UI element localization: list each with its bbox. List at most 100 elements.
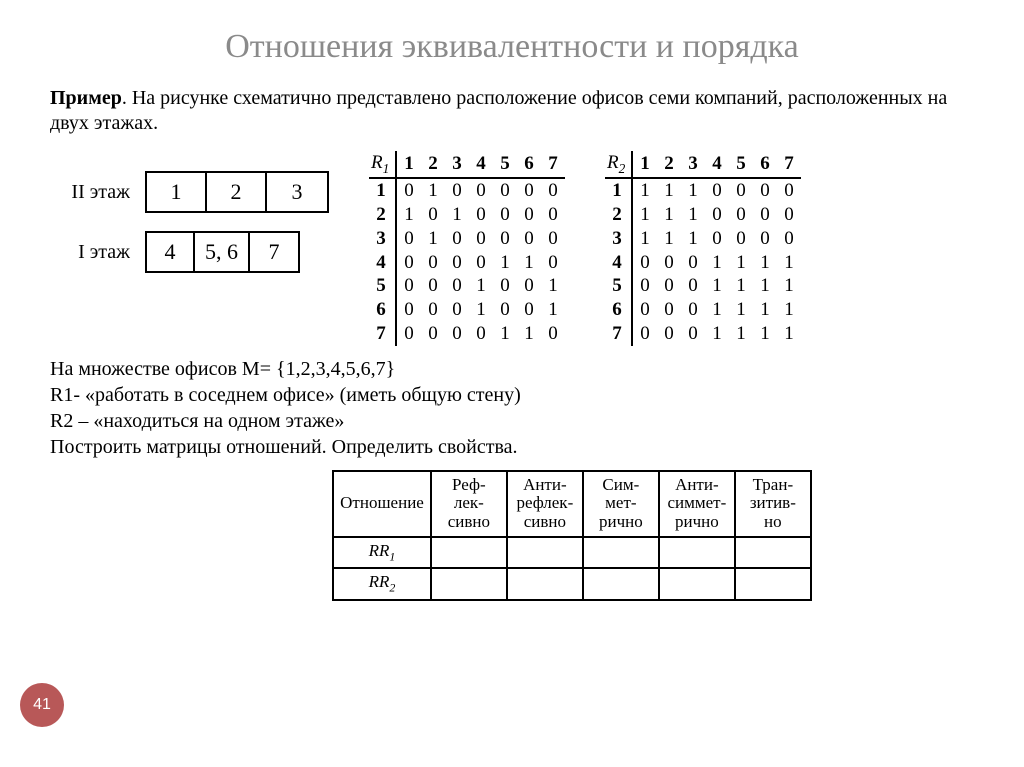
matrix-row-head: 7: [369, 322, 396, 346]
floor1-label: I этаж: [50, 241, 130, 264]
matrix-cell: 0: [396, 274, 421, 298]
props-header: Анти-симмет-рично: [659, 471, 735, 537]
page-number-badge: 41: [20, 683, 64, 727]
body-line: На множестве офисов M= {1,2,3,4,5,6,7}: [50, 356, 974, 382]
matrix-row-head: 5: [605, 274, 632, 298]
matrix-cell: 1: [421, 178, 445, 203]
matrix-cell: 0: [396, 227, 421, 251]
props-cell: [583, 568, 659, 599]
properties-table-wrap: ОтношениеРеф-лек-сивноАнти-рефлек-сивноС…: [0, 465, 1024, 601]
matrix-cell: 0: [445, 178, 469, 203]
props-cell: [431, 568, 507, 599]
matrix-cell: 1: [657, 178, 681, 203]
office-cell: 2: [207, 173, 267, 211]
matrix-cell: 1: [493, 322, 517, 346]
body-text: На множестве офисов M= {1,2,3,4,5,6,7} R…: [0, 351, 1024, 465]
matrix-cell: 0: [632, 274, 657, 298]
matrix-col-head: 3: [681, 151, 705, 178]
properties-table: ОтношениеРеф-лек-сивноАнти-рефлек-сивноС…: [332, 470, 812, 601]
props-row-label: RR2: [333, 568, 431, 599]
props-cell: [431, 537, 507, 568]
props-row-label: RR1: [333, 537, 431, 568]
slide-title: Отношения эквивалентности и порядка: [0, 0, 1024, 76]
matrix-cell: 0: [445, 322, 469, 346]
props-header: Сим-мет-рично: [583, 471, 659, 537]
matrix-cell: 0: [445, 298, 469, 322]
matrix-cell: 1: [469, 298, 493, 322]
matrix-cell: 0: [632, 322, 657, 346]
matrix-corner: R1: [369, 151, 396, 178]
matrix-cell: 0: [517, 227, 541, 251]
matrix-cell: 1: [632, 227, 657, 251]
matrix-cell: 1: [681, 227, 705, 251]
matrix-cell: 0: [445, 227, 469, 251]
matrix-cell: 0: [632, 251, 657, 275]
matrix-row-head: 7: [605, 322, 632, 346]
matrix-cell: 0: [541, 178, 565, 203]
matrix-cell: 1: [729, 298, 753, 322]
matrix-cell: 1: [705, 274, 729, 298]
props-header: Реф-лек-сивно: [431, 471, 507, 537]
body-line: R2 – «находиться на одном этаже»: [50, 408, 974, 434]
matrix-cell: 0: [705, 203, 729, 227]
matrix-cell: 0: [517, 203, 541, 227]
matrix-cell: 0: [657, 322, 681, 346]
matrix-col-head: 7: [541, 151, 565, 178]
matrix-cell: 0: [421, 322, 445, 346]
matrices: R112345671010000021010000301000004000011…: [369, 151, 801, 346]
matrix-cell: 1: [681, 178, 705, 203]
matrix-col-head: 7: [777, 151, 801, 178]
matrix-row-head: 1: [369, 178, 396, 203]
matrix-col-head: 5: [729, 151, 753, 178]
floor1-boxes: 4 5, 6 7: [145, 231, 300, 273]
office-cell: 5, 6: [195, 233, 250, 271]
props-header: Анти-рефлек-сивно: [507, 471, 583, 537]
matrix-cell: 1: [632, 203, 657, 227]
matrix-cell: 1: [517, 251, 541, 275]
matrix-cell: 0: [493, 227, 517, 251]
matrix-row-head: 5: [369, 274, 396, 298]
matrix-corner: R2: [605, 151, 632, 178]
floor2-boxes: 1 2 3: [145, 171, 329, 213]
matrix-cell: 0: [469, 251, 493, 275]
matrix-cell: 0: [777, 178, 801, 203]
matrix-cell: 0: [777, 203, 801, 227]
matrix-cell: 0: [729, 203, 753, 227]
matrix-cell: 1: [541, 298, 565, 322]
matrix-col-head: 2: [421, 151, 445, 178]
matrix-cell: 0: [705, 227, 729, 251]
matrix-cell: 1: [541, 274, 565, 298]
matrix-col-head: 6: [753, 151, 777, 178]
body-line: Построить матрицы отношений. Определить …: [50, 434, 974, 460]
matrix-cell: 0: [493, 274, 517, 298]
office-cell: 4: [147, 233, 195, 271]
matrix-cell: 0: [657, 274, 681, 298]
props-header: Тран-зитив-но: [735, 471, 811, 537]
matrix-cell: 1: [517, 322, 541, 346]
matrix-cell: 0: [681, 251, 705, 275]
matrix-cell: 1: [657, 203, 681, 227]
matrix-cell: 0: [753, 203, 777, 227]
matrix-cell: 0: [469, 178, 493, 203]
matrix-cell: 1: [493, 251, 517, 275]
matrix-cell: 1: [753, 251, 777, 275]
office-cell: 1: [147, 173, 207, 211]
matrix-cell: 0: [657, 298, 681, 322]
props-cell: [735, 537, 811, 568]
matrix-cell: 0: [657, 251, 681, 275]
matrix-cell: 0: [421, 298, 445, 322]
matrix-cell: 1: [396, 203, 421, 227]
matrix-col-head: 4: [469, 151, 493, 178]
matrix-row-head: 3: [605, 227, 632, 251]
matrix-cell: 1: [657, 227, 681, 251]
matrix-cell: 1: [445, 203, 469, 227]
matrix-cell: 0: [469, 203, 493, 227]
floor-row-1: I этаж 4 5, 6 7: [50, 231, 329, 273]
matrix-cell: 0: [729, 227, 753, 251]
matrix-cell: 1: [777, 251, 801, 275]
mid-block: II этаж 1 2 3 I этаж 4 5, 6 7 R112345671…: [0, 141, 1024, 351]
matrix-row-head: 3: [369, 227, 396, 251]
matrix-cell: 1: [729, 251, 753, 275]
matrix-cell: 1: [705, 322, 729, 346]
matrix-cell: 1: [777, 322, 801, 346]
